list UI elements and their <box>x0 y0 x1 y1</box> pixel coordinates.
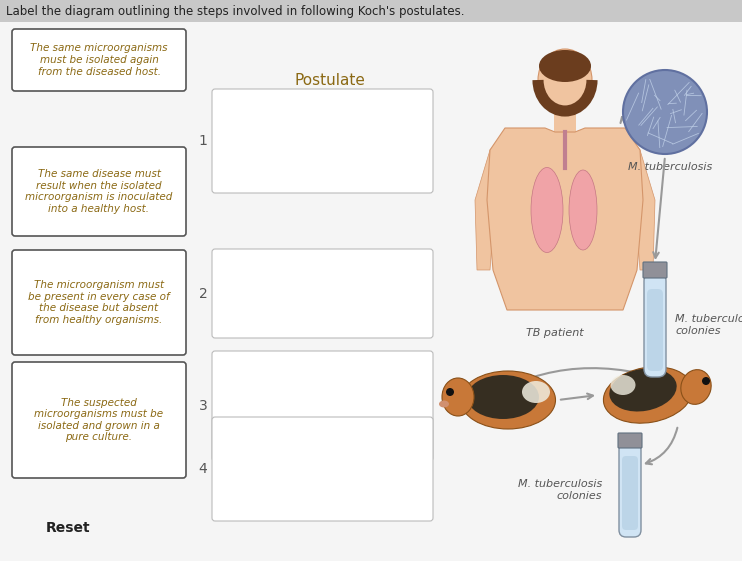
FancyBboxPatch shape <box>212 417 433 521</box>
Text: M. tuberculosis: M. tuberculosis <box>628 162 712 172</box>
Ellipse shape <box>609 369 677 412</box>
Circle shape <box>446 388 454 396</box>
FancyBboxPatch shape <box>647 289 663 371</box>
Ellipse shape <box>522 381 550 403</box>
FancyBboxPatch shape <box>12 250 186 355</box>
Text: Label the diagram outlining the steps involved in following Koch's postulates.: Label the diagram outlining the steps in… <box>6 4 464 17</box>
Ellipse shape <box>461 371 556 429</box>
Text: 4: 4 <box>199 462 207 476</box>
Text: 1: 1 <box>199 134 208 148</box>
Text: Postulate: Postulate <box>295 72 366 88</box>
Text: The suspected
microorganisms must be
isolated and grown in a
pure culture.: The suspected microorganisms must be iso… <box>34 398 163 443</box>
FancyBboxPatch shape <box>212 89 433 193</box>
Ellipse shape <box>611 375 635 395</box>
Polygon shape <box>487 128 643 310</box>
Text: The same microorganisms
must be isolated again
from the diseased host.: The same microorganisms must be isolated… <box>30 43 168 77</box>
FancyBboxPatch shape <box>643 262 667 278</box>
Text: M. tuberculosis
colonies: M. tuberculosis colonies <box>518 479 602 501</box>
Ellipse shape <box>539 50 591 82</box>
Ellipse shape <box>603 367 692 423</box>
Ellipse shape <box>531 168 563 252</box>
Ellipse shape <box>439 401 449 407</box>
Polygon shape <box>615 135 655 270</box>
Polygon shape <box>475 135 515 270</box>
Text: M. tuberculosis
colonies: M. tuberculosis colonies <box>675 314 742 336</box>
FancyBboxPatch shape <box>622 456 638 530</box>
FancyBboxPatch shape <box>0 0 742 22</box>
Ellipse shape <box>442 378 474 416</box>
Text: Reset: Reset <box>46 521 91 535</box>
Text: 2: 2 <box>199 287 207 301</box>
Ellipse shape <box>538 49 592 111</box>
FancyBboxPatch shape <box>644 273 666 377</box>
Text: TB patient: TB patient <box>526 328 584 338</box>
FancyBboxPatch shape <box>12 29 186 91</box>
FancyBboxPatch shape <box>618 433 642 448</box>
Ellipse shape <box>681 370 711 404</box>
Text: The microorganism must
be present in every case of
the disease but absent
from h: The microorganism must be present in eve… <box>28 280 170 325</box>
FancyBboxPatch shape <box>12 362 186 478</box>
FancyBboxPatch shape <box>212 249 433 338</box>
FancyBboxPatch shape <box>12 147 186 236</box>
FancyBboxPatch shape <box>554 107 576 132</box>
Circle shape <box>623 70 707 154</box>
Text: The same disease must
result when the isolated
microorganism is inoculated
into : The same disease must result when the is… <box>25 169 173 214</box>
Ellipse shape <box>569 170 597 250</box>
Text: 3: 3 <box>199 399 207 413</box>
Circle shape <box>702 377 710 385</box>
FancyBboxPatch shape <box>212 351 433 461</box>
Ellipse shape <box>467 375 539 419</box>
FancyBboxPatch shape <box>619 443 641 537</box>
